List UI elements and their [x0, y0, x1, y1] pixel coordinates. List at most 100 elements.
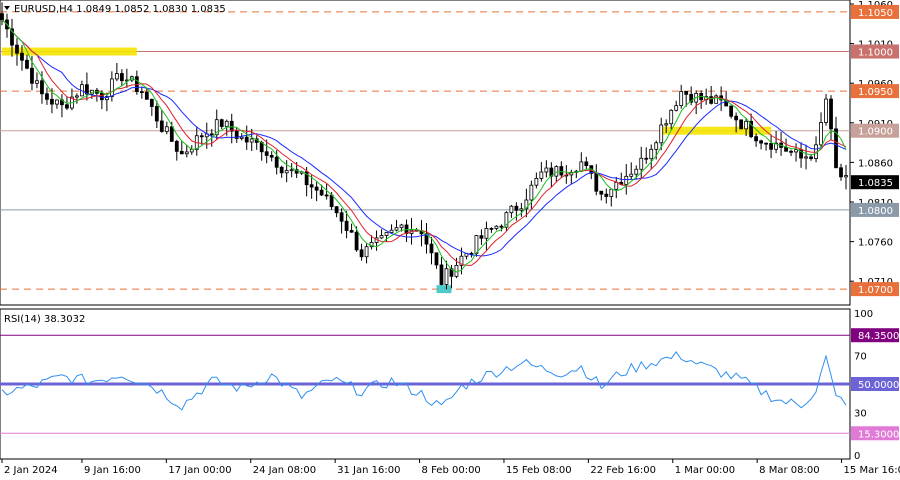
rsi-level-tag [851, 377, 899, 391]
rsi-axis: 100 70 30 0 84.3500 50.0000 15.3000 [851, 309, 899, 462]
candle-body [789, 150, 793, 153]
candle [659, 117, 664, 151]
candle-body [529, 184, 534, 201]
price-level-label: 1.1000 [858, 48, 893, 59]
candle-body [804, 156, 808, 159]
time-tick-label: 8 Feb 00:00 [422, 465, 481, 476]
candle-body [554, 166, 559, 177]
candle-body [834, 128, 838, 169]
time-tick-label: 8 Mar 08:00 [759, 465, 819, 476]
candle-body [354, 231, 359, 251]
candle-body [689, 93, 694, 103]
rsi-tick-label: 0 [854, 451, 860, 462]
candle [269, 151, 274, 162]
candle [279, 165, 284, 178]
candle [239, 133, 244, 141]
candle [664, 119, 669, 133]
candle-body [649, 148, 654, 160]
candle-body [394, 227, 399, 231]
candle [644, 147, 649, 164]
candle-body [244, 136, 249, 143]
candle-body [234, 130, 239, 139]
time-tick-label: 1 Mar 00:00 [675, 465, 735, 476]
candle [379, 229, 384, 240]
moving-average-line [1, 19, 847, 266]
candle-body [679, 91, 684, 107]
price-level-label: 1.0950 [858, 87, 893, 98]
candle-body [389, 229, 394, 233]
candle-body [40, 80, 44, 95]
time-axis: 2 Jan 2024 9 Jan 16:00 17 Jan 00:00 24 Jan … [1, 459, 900, 476]
candle-body [45, 93, 49, 100]
candle [824, 94, 828, 126]
candle [819, 112, 823, 150]
candle-body [119, 73, 124, 82]
candle-body [659, 124, 664, 144]
candle-body [489, 227, 494, 230]
candle [184, 145, 189, 158]
candle-body [809, 156, 813, 159]
candle-body [479, 235, 484, 239]
candle [669, 109, 674, 130]
time-tick-label: 15 Mar 16:00 [844, 465, 900, 476]
candle [524, 188, 529, 218]
candle-body [314, 186, 319, 191]
candle [424, 223, 429, 254]
moving-average-line [1, 19, 847, 273]
candle [439, 257, 444, 286]
time-tick-label: 22 Feb 16:00 [590, 465, 656, 476]
rsi-value-line [1, 351, 847, 411]
candle [119, 69, 124, 86]
time-tick-label: 2 Jan 2024 [4, 465, 58, 476]
candle [514, 202, 519, 221]
candle-body [764, 142, 768, 145]
candle [584, 156, 589, 170]
candle-body [614, 181, 619, 190]
candle [759, 139, 763, 150]
candle [15, 38, 19, 66]
candle-body [639, 157, 644, 170]
current-price-label: 1.0835 [858, 178, 893, 189]
candle-body [10, 28, 14, 46]
candle [334, 206, 339, 218]
candle-body [454, 264, 459, 277]
candle-body [199, 135, 204, 138]
candle-body [65, 104, 69, 109]
candle-body [669, 109, 674, 125]
candle-body [15, 44, 19, 54]
candle [674, 100, 679, 112]
candle-body [324, 194, 329, 197]
candle [349, 223, 354, 233]
candle-body [104, 96, 109, 101]
candle [35, 72, 39, 89]
price-level-tag [851, 44, 899, 59]
candle-body [504, 212, 509, 228]
candle-body [714, 95, 719, 104]
candle [689, 86, 694, 106]
candle [544, 160, 549, 178]
candle-body [284, 170, 289, 174]
candle-body [159, 120, 164, 132]
candle-body [35, 80, 39, 84]
candle-body [664, 123, 669, 126]
candle-body [729, 105, 734, 117]
candle-body [164, 126, 169, 132]
current-price-tag [851, 175, 899, 190]
candle-body [0, 13, 4, 21]
highlight-zones [2, 47, 772, 294]
collapse-triangle-icon[interactable] [4, 6, 10, 10]
candle-body [154, 106, 159, 122]
moving-averages [1, 19, 847, 273]
candle-body [514, 205, 519, 211]
rsi-level-label: 15.3000 [858, 429, 899, 440]
candle-body [359, 249, 364, 258]
price-level-tag [851, 202, 899, 217]
time-tick-label: 24 Jan 08:00 [253, 465, 316, 476]
candle [534, 172, 539, 189]
symbol-header-text: EURUSD,H4 1.0849 1.0852 1.0830 1.0835 [14, 4, 226, 15]
candle [394, 219, 399, 232]
candle-body [304, 171, 309, 186]
price-level-label: 1.0900 [858, 127, 893, 138]
candle-body [344, 220, 349, 231]
candle-body [824, 98, 828, 123]
